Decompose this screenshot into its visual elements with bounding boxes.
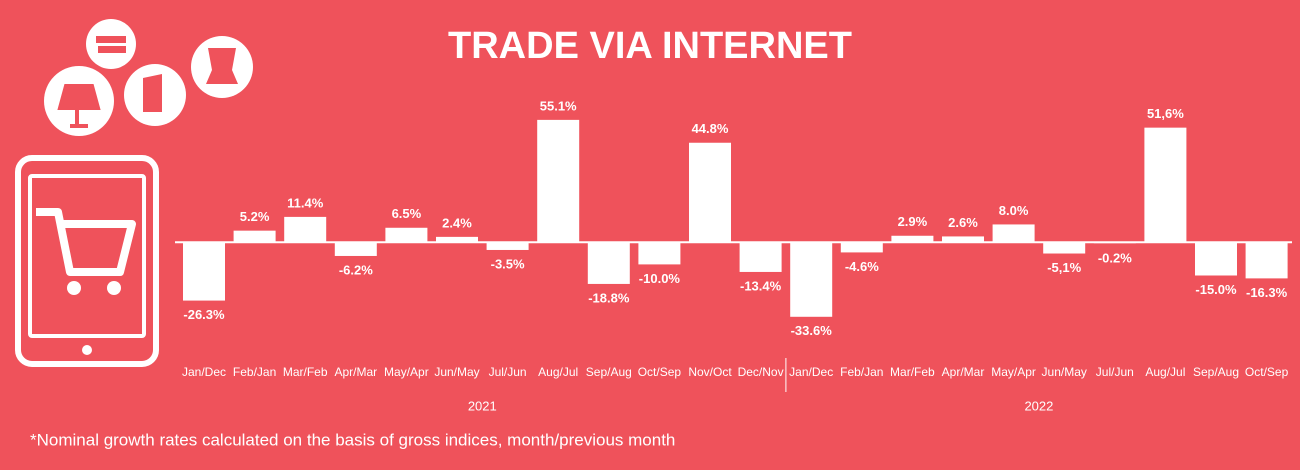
bar [233, 230, 276, 243]
group-label: 2021 [468, 398, 497, 413]
bar [587, 242, 630, 284]
bar [840, 242, 883, 253]
bar [1093, 242, 1136, 244]
value-label: 8.0% [999, 203, 1029, 218]
bar [1043, 242, 1086, 254]
group-label: 2022 [1024, 398, 1053, 413]
x-tick-label: Jan/Dec [789, 365, 833, 379]
value-label: -6.2% [339, 262, 373, 277]
value-label: 5.2% [240, 209, 270, 224]
bar [790, 242, 833, 317]
x-tick-label: May/Apr [384, 365, 429, 379]
x-tick-label: Jan/Dec [182, 365, 226, 379]
bar [739, 242, 782, 272]
value-label: 2.6% [948, 215, 978, 230]
value-label: -13.4% [740, 278, 782, 293]
value-label: 2.9% [898, 214, 928, 229]
value-label: 44.8% [692, 121, 729, 136]
value-label: -0.2% [1098, 251, 1132, 266]
product-icons [44, 19, 253, 136]
x-tick-label: Apr/Mar [942, 365, 985, 379]
bar [1144, 127, 1187, 243]
value-label: -18.8% [588, 290, 630, 305]
x-tick-label: Mar/Feb [890, 365, 935, 379]
value-label: -5,1% [1047, 260, 1081, 275]
x-tick-label: Jul/Jun [1096, 365, 1134, 379]
bar [486, 242, 529, 250]
x-tick-label: Sep/Aug [586, 365, 632, 379]
value-label: 55.1% [540, 98, 577, 113]
x-tick-label: Nov/Oct [688, 365, 732, 379]
value-label: -33.6% [791, 323, 833, 338]
x-tick-label: Oct/Sep [1245, 365, 1289, 379]
bar [284, 216, 327, 243]
bar [436, 236, 478, 243]
x-tick-label: Oct/Sep [638, 365, 682, 379]
value-label: 51,6% [1147, 106, 1184, 121]
value-label: -15.0% [1195, 282, 1237, 297]
value-label: -10.0% [639, 271, 681, 286]
x-tick-label: Sep/Aug [1193, 365, 1239, 379]
value-label: -3.5% [491, 256, 525, 271]
x-tick-label: Aug/Jul [1145, 365, 1185, 379]
x-tick-label: Jun/May [434, 365, 479, 379]
bar [638, 242, 681, 265]
bar [992, 224, 1035, 243]
x-tick-label: Apr/Mar [334, 365, 377, 379]
value-label: -16.3% [1246, 285, 1288, 300]
x-tick-label: Dec/Nov [738, 365, 784, 379]
footnote: *Nominal growth rates calculated on the … [30, 430, 675, 449]
value-label: -4.6% [845, 259, 879, 274]
x-tick-label: Feb/Jan [233, 365, 276, 379]
x-tick-label: Jun/May [1042, 365, 1087, 379]
bar [891, 235, 934, 243]
value-label: 11.4% [287, 195, 324, 210]
value-label: 2.4% [442, 215, 472, 230]
bar [183, 242, 225, 301]
x-tick-label: Feb/Jan [840, 365, 883, 379]
bar [1195, 242, 1237, 276]
bar [942, 236, 984, 243]
x-tick-label: Jul/Jun [489, 365, 527, 379]
tablet-icon [15, 155, 159, 367]
bar [385, 227, 428, 243]
bar [334, 242, 377, 256]
value-label: -26.3% [183, 307, 225, 322]
bar [1245, 242, 1288, 279]
chart-title: TRADE VIA INTERNET [448, 25, 852, 67]
value-label: 6.5% [392, 206, 422, 221]
x-tick-label: Aug/Jul [538, 365, 578, 379]
bar [689, 142, 731, 243]
x-tick-label: May/Apr [991, 365, 1036, 379]
x-tick-label: Mar/Feb [283, 365, 328, 379]
bar [537, 119, 580, 243]
